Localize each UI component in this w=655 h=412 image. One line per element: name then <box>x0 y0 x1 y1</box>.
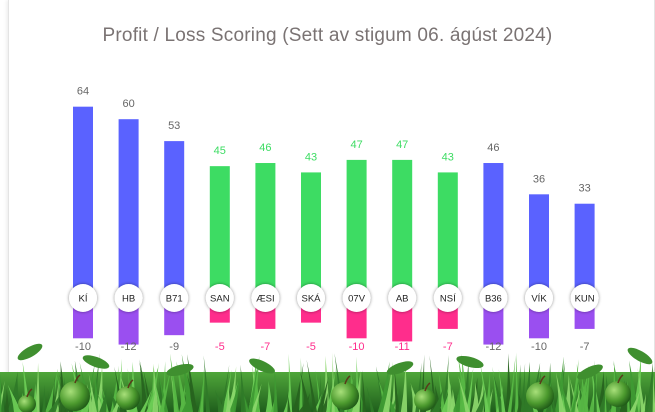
profit-bar <box>483 163 504 307</box>
profit-value-label: 47 <box>396 139 408 151</box>
profit-value-label: 33 <box>578 183 590 195</box>
category-badge <box>570 284 599 312</box>
profit-bar <box>255 163 276 307</box>
loss-value-label: -10 <box>531 341 547 353</box>
loss-value-label: -5 <box>215 341 225 353</box>
grass-decoration <box>0 343 655 412</box>
profit-bar <box>209 166 230 307</box>
category-label: KÍ <box>79 294 88 305</box>
profit-bar <box>529 194 549 307</box>
loss-value-label: -7 <box>580 341 590 353</box>
category-label: VÍK <box>531 294 547 305</box>
loss-value-label: -5 <box>306 341 316 353</box>
profit-bar <box>574 203 595 307</box>
loss-value-label: -10 <box>75 341 91 353</box>
chart-title: Profit / Loss Scoring (Sett av stigum 06… <box>102 25 553 46</box>
category-label: HB <box>122 294 135 305</box>
loss-value-label: -12 <box>485 341 501 353</box>
profit-bar <box>392 159 413 307</box>
profit-bar <box>118 119 139 307</box>
category-badge <box>342 284 371 312</box>
category-badge <box>388 284 417 312</box>
category-label: ÆSI <box>256 294 274 305</box>
profit-value-label: 47 <box>350 139 362 151</box>
category-badge <box>205 284 234 312</box>
category-badge <box>433 284 462 312</box>
loss-bar <box>164 307 185 336</box>
profit-value-label: 46 <box>487 142 499 154</box>
category-label: B71 <box>166 294 183 305</box>
loss-bar <box>73 307 93 339</box>
loss-bar <box>437 307 458 329</box>
category-label: SAN <box>210 294 230 305</box>
category-label: NSÍ <box>440 294 456 305</box>
loss-bar <box>392 307 413 342</box>
category-label: 07V <box>348 294 366 305</box>
profit-bar <box>164 141 185 307</box>
loss-value-label: -7 <box>261 341 271 353</box>
loss-value-label: -10 <box>349 341 365 353</box>
profit-value-label: 45 <box>214 145 226 157</box>
profit-bar <box>301 172 321 307</box>
profit-value-label: 60 <box>122 98 134 110</box>
profit-bar <box>437 172 458 307</box>
category-label: AB <box>396 294 409 305</box>
profit-value-label: 43 <box>305 151 317 163</box>
category-badge <box>297 284 325 312</box>
category-badge <box>525 284 553 312</box>
category-label: SKÁ <box>301 294 321 305</box>
loss-value-label: -9 <box>169 341 179 353</box>
loss-bar <box>346 307 367 339</box>
loss-value-label: -12 <box>121 341 137 353</box>
loss-bar <box>118 307 139 345</box>
category-badge <box>251 284 280 312</box>
category-badge <box>114 284 143 312</box>
loss-bar <box>255 307 276 329</box>
category-badge <box>479 284 508 312</box>
loss-bar <box>483 307 504 345</box>
profit-bar <box>346 159 367 307</box>
category-label: KUN <box>575 294 595 305</box>
profit-value-label: 53 <box>168 120 180 132</box>
loss-value-label: -7 <box>443 341 453 353</box>
profit-value-label: 36 <box>533 173 545 185</box>
loss-value-label: -11 <box>395 341 410 353</box>
category-badge <box>69 284 97 312</box>
profit-value-label: 46 <box>259 142 271 154</box>
category-label: B36 <box>485 294 502 305</box>
profit-bar <box>73 106 93 308</box>
loss-bar <box>529 307 549 339</box>
profit-value-label: 43 <box>442 151 454 163</box>
loss-bar <box>574 307 595 329</box>
profit-value-label: 64 <box>77 86 89 98</box>
category-badge <box>160 284 189 312</box>
